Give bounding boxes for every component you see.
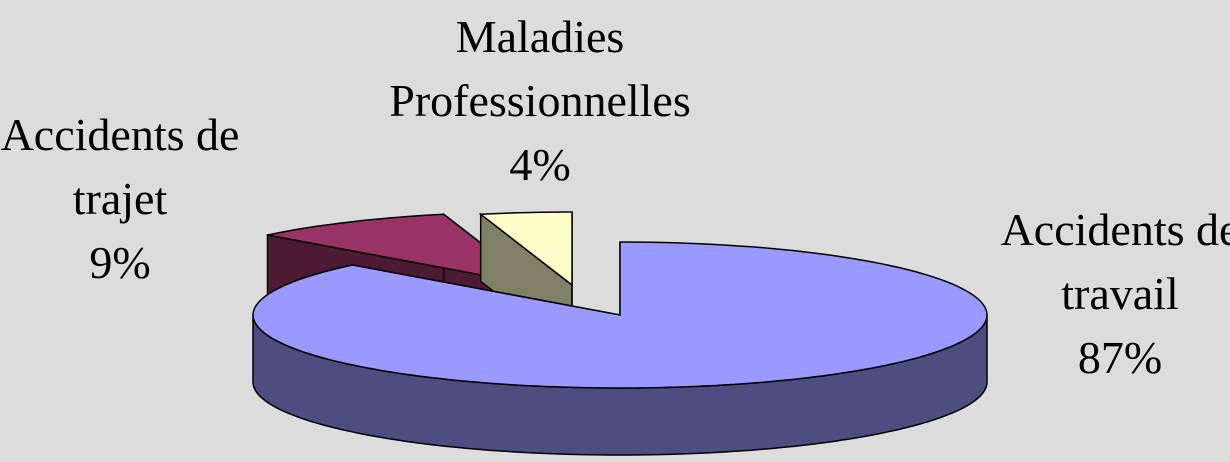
slice-label: Accidents de travail — [1000, 204, 1230, 319]
slice-top — [252, 241, 988, 389]
slice-value-label: 9% — [89, 237, 151, 288]
slice — [252, 241, 988, 456]
slice-value-label: 87% — [1077, 332, 1163, 383]
slice-label: Accidents de trajet — [0, 109, 240, 224]
slice-top — [267, 213, 536, 286]
slice-label: Maladies Professionnelles — [389, 11, 691, 126]
slice-value-label: 4% — [509, 139, 571, 190]
slice-top — [478, 211, 573, 287]
